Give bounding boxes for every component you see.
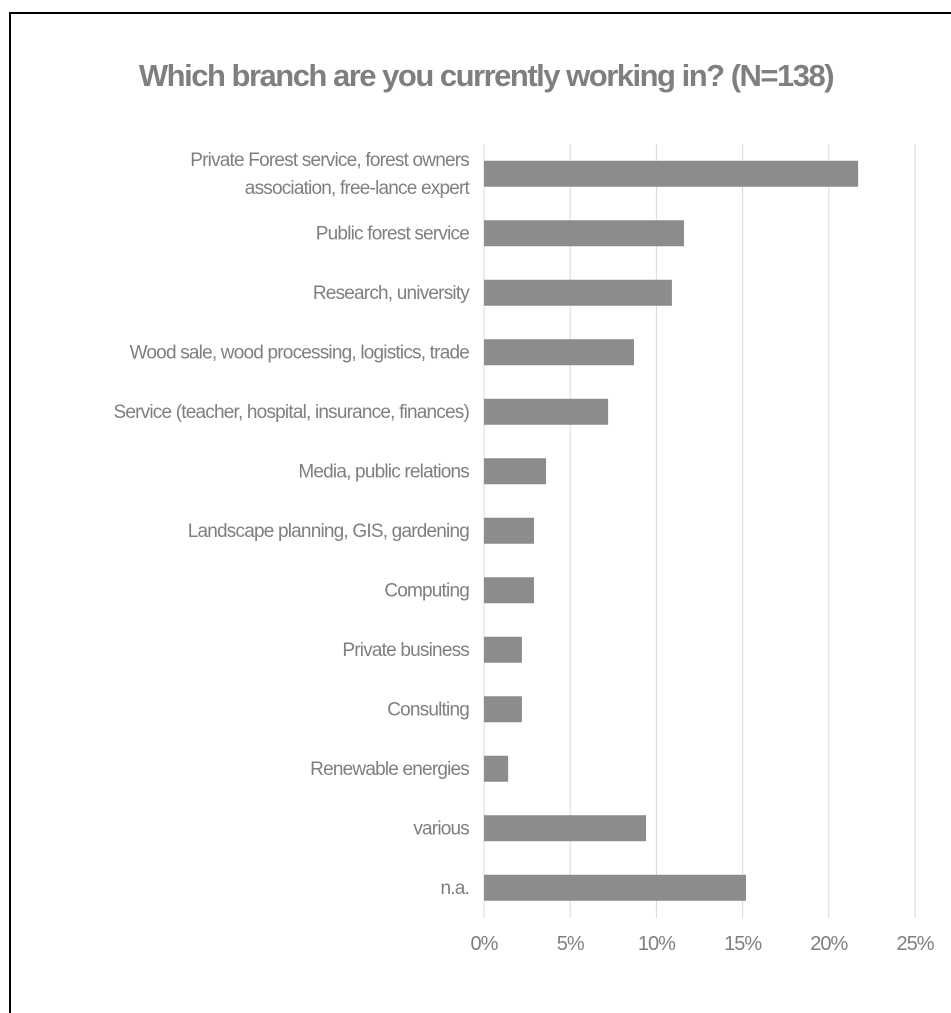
category-label: Research, university [313,283,470,304]
category-label: Wood sale, wood processing, logistics, t… [130,342,470,363]
x-tick-label: 0% [471,933,499,955]
bar [484,755,509,782]
chart-title: Which branch are you currently working i… [139,58,833,93]
category-label: Computing [384,580,469,601]
bars [484,160,859,901]
category-label: various [413,818,469,839]
bar [484,458,547,485]
x-tick-label: 20% [810,933,848,955]
x-tick-label: 5% [557,933,585,955]
bar [484,577,534,604]
category-label: Private business [342,640,469,661]
bar [484,696,522,723]
category-label: Media, public relations [298,461,469,482]
bar [484,279,672,306]
x-tick-labels: 0% 5% 10% 15% 20% 25% [471,933,936,955]
category-label: n.a. [441,878,470,899]
category-label: Landscape planning, GIS, gardening [188,521,469,542]
category-label: Renewable energies [310,759,469,780]
category-label: Private Forest service, forest owners [190,150,469,171]
bar [484,220,684,247]
category-label: Public forest service [316,223,469,244]
bar [484,517,534,544]
category-label: association, free-lance expert [245,178,471,199]
category-labels: Private Forest service, forest owners ass… [113,150,471,899]
bar [484,339,634,366]
category-label: Consulting [387,699,469,720]
bar [484,636,522,663]
x-tick-label: 10% [638,933,676,955]
gridlines [483,144,916,918]
x-tick-label: 25% [896,933,934,955]
bar [484,398,609,425]
x-tick-label: 15% [724,933,762,955]
category-label: Service (teacher, hospital, insurance, f… [113,402,469,423]
bar [484,160,859,187]
bar [484,815,647,842]
bar [484,874,747,901]
